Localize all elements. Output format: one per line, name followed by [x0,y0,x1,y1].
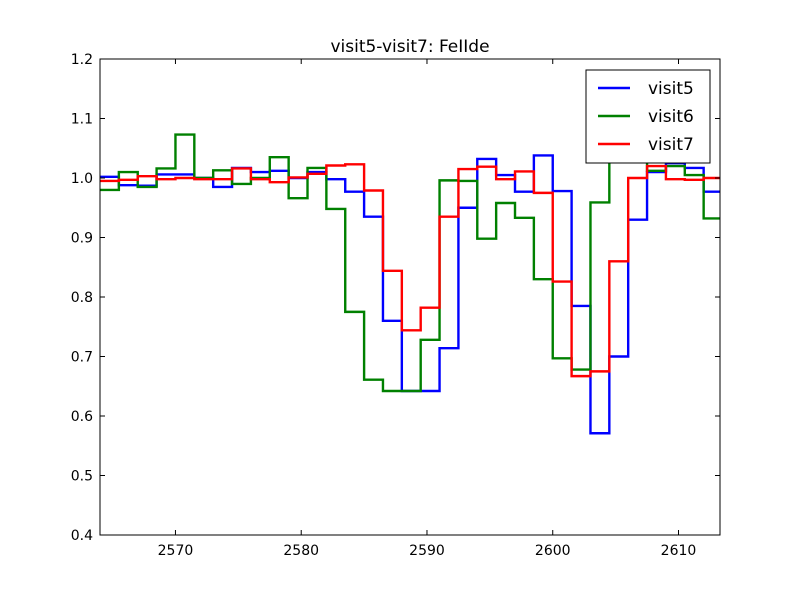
y-tick-label: 0.9 [71,231,93,247]
x-tick-label: 2610 [661,543,697,559]
y-tick-label: 0.8 [71,290,93,306]
y-tick-label: 0.5 [71,469,93,485]
series-line-visit7 [100,163,720,378]
y-tick-label: 0.7 [71,350,93,366]
x-tick-label: 2600 [535,543,571,559]
y-tick-label: 0.6 [71,409,93,425]
x-tick-label: 2580 [283,543,319,559]
legend-label-visit5: visit5 [648,79,694,99]
x-tick-label: 2590 [409,543,445,559]
y-tick-label: 0.4 [71,528,93,544]
ticks-layer: 2570 2580 2590 2600 2610 0.4 0.5 0.6 0.7 0.8 0.9 1.… [71,52,720,559]
y-tick-label: 1.0 [71,171,93,187]
x-tick-label: 2570 [158,543,194,559]
y-tick-label: 1.2 [71,52,93,68]
chart-title: visit5-visit7: FeIIde [330,37,489,57]
y-tick-label: 1.1 [71,112,93,128]
legend: visit5 visit6 visit7 [585,69,711,164]
legend-label-visit6: visit6 [648,107,694,127]
legend-label-visit7: visit7 [648,135,694,155]
